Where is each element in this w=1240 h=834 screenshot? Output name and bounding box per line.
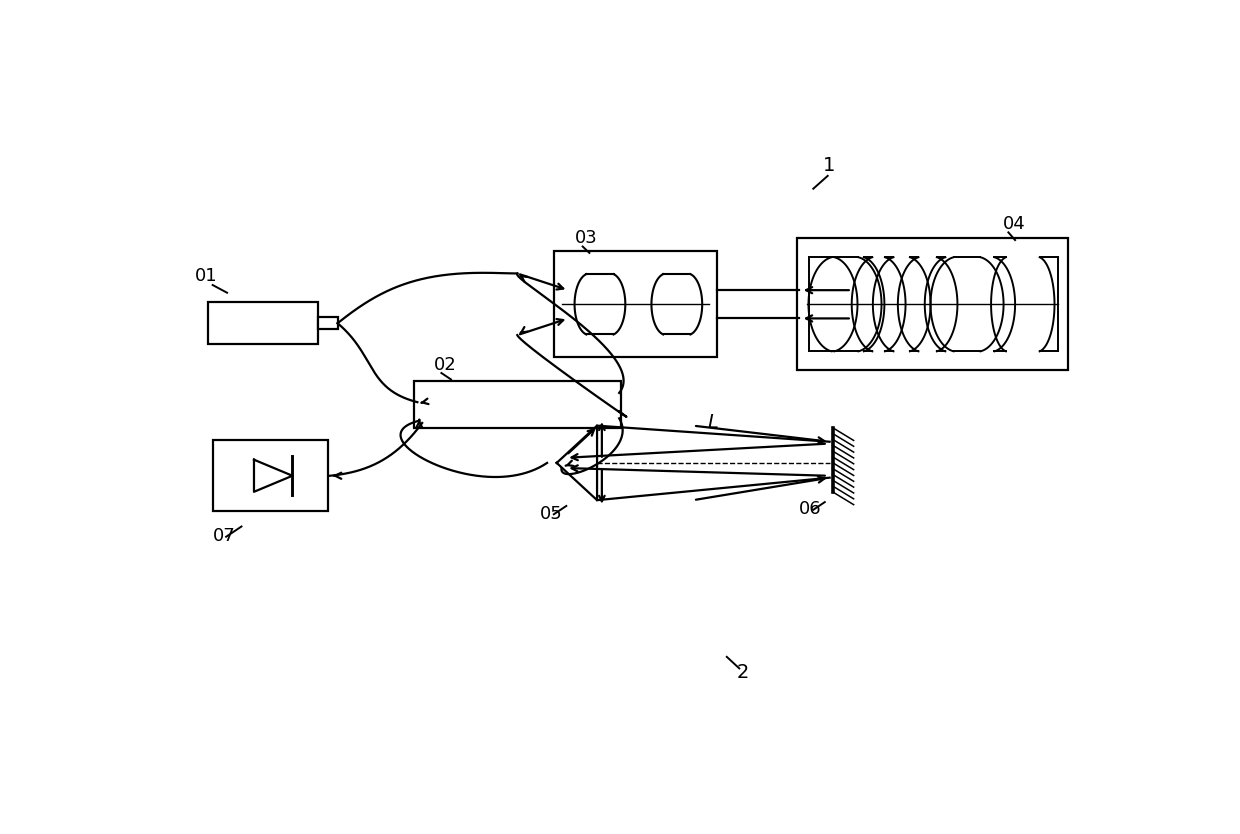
Bar [319,318,337,329]
Text: 1: 1 [823,156,836,174]
Text: 01: 01 [196,267,218,285]
Text: L: L [708,413,718,431]
Bar [213,440,327,511]
Text: 02: 02 [434,356,456,374]
Text: 03: 03 [575,229,598,247]
Text: 07: 07 [213,527,236,545]
Text: 06: 06 [799,500,821,518]
Bar [554,251,717,357]
Text: 05: 05 [539,505,562,523]
Text: 2: 2 [737,663,749,682]
Bar [797,239,1068,369]
Bar [208,303,319,344]
Bar [414,381,621,428]
Text: 04: 04 [1003,214,1025,233]
